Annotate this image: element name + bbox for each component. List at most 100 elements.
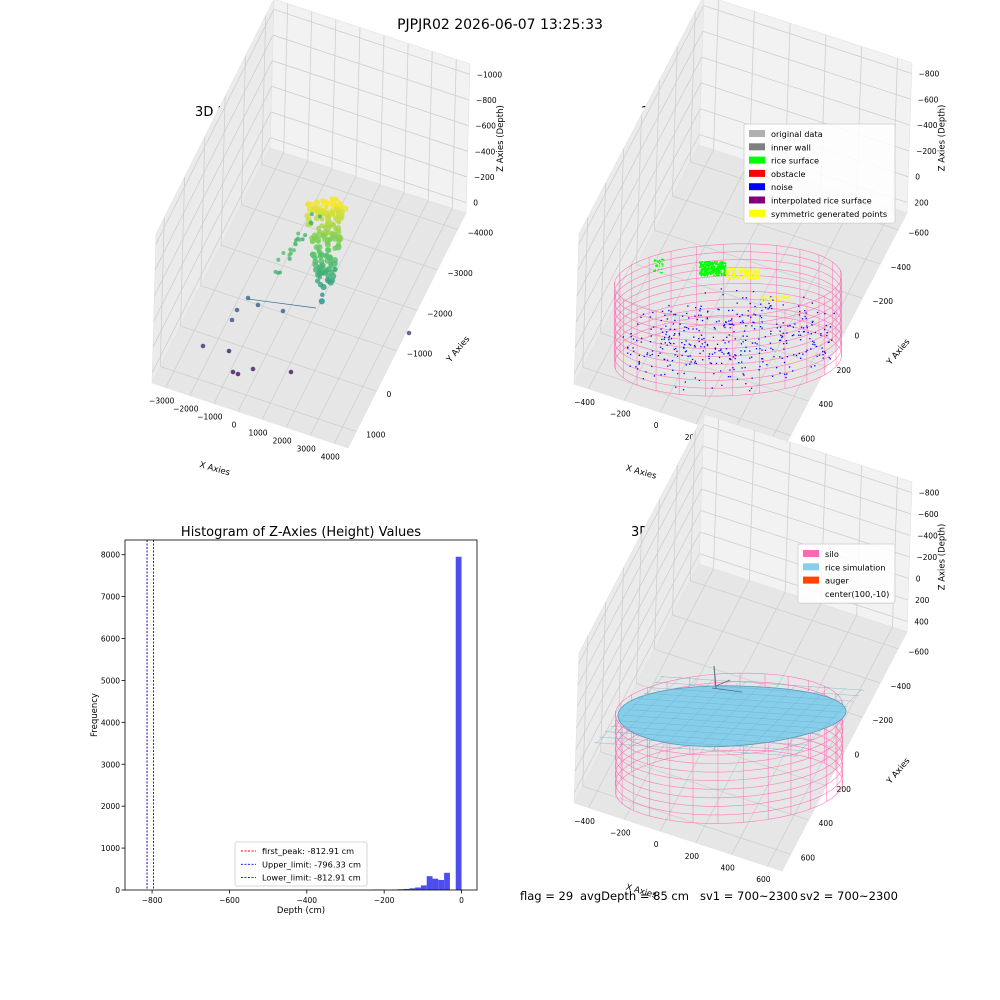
noise-point [728, 341, 730, 343]
rice-surface-point [699, 266, 701, 269]
grid-line-x-back [427, 51, 433, 201]
data-point [327, 237, 333, 243]
noise-point [660, 319, 662, 322]
data-point [319, 223, 325, 229]
noise-point [698, 340, 700, 343]
legend-swatch [749, 169, 765, 177]
noise-point [743, 330, 746, 332]
data-point [235, 371, 241, 377]
noise-point [750, 387, 753, 389]
noise-point [661, 338, 663, 341]
symmetric-generated-point [752, 272, 755, 274]
noise-point [635, 366, 637, 368]
noise-point [747, 315, 749, 317]
symmetric-generated-point [733, 274, 735, 276]
noise-point [798, 331, 800, 333]
symmetric-generated-point [755, 270, 757, 273]
noise-point [666, 344, 668, 346]
symmetric-generated-point [751, 274, 753, 276]
noise-point [822, 354, 824, 356]
data-point [330, 230, 336, 237]
x-tick-label: −400 [574, 817, 595, 826]
histogram-bar [432, 878, 439, 890]
noise-point [734, 354, 736, 356]
rice-surface-point [707, 265, 710, 267]
noise-point [750, 316, 752, 318]
legend-label: Upper_limit: -796.33 cm [262, 859, 361, 869]
symmetric-generated-point [753, 277, 756, 280]
noise-point [770, 296, 772, 298]
noise-point [822, 350, 824, 353]
noise-point [664, 373, 666, 376]
rice-surface-point [713, 274, 715, 277]
y-tick-label: 0 [855, 332, 860, 341]
rice-surface-point [717, 267, 720, 270]
grid-line-y-floor [261, 164, 458, 230]
noise-point [725, 321, 727, 323]
noise-point [718, 309, 720, 311]
noise-point [731, 318, 733, 320]
rice-surface-point [723, 262, 725, 264]
noise-point [756, 343, 758, 345]
noise-point [694, 315, 696, 317]
rice-surface-point [703, 261, 706, 264]
histogram-bar [444, 872, 450, 890]
rice-surface-point [661, 265, 664, 267]
symmetric-generated-point [756, 274, 758, 277]
rice-surface-point [656, 264, 658, 266]
symmetric-generated-point [745, 269, 748, 272]
y-tick-label: 200 [837, 785, 852, 794]
noise-point [630, 335, 632, 338]
noise-point [727, 376, 730, 378]
symmetric-generated-point [788, 296, 790, 299]
noise-point [754, 305, 756, 308]
noise-point [751, 356, 753, 358]
grid-line-y-left [220, 96, 226, 246]
noise-point [727, 352, 729, 355]
rice-surface-point [724, 274, 726, 276]
noise-point [786, 356, 788, 358]
data-point [318, 298, 325, 305]
symmetric-generated-point [784, 297, 786, 299]
symmetric-generated-point [745, 271, 748, 274]
noise-point [809, 338, 811, 340]
noise-point [807, 331, 809, 334]
noise-point [692, 328, 694, 330]
rice-surface-point [722, 263, 724, 266]
grid-line-z-left [153, 60, 273, 296]
noise-point [755, 348, 758, 350]
noise-point [749, 350, 751, 352]
symmetric-generated-point [743, 274, 746, 277]
grid-line-x-back [451, 59, 457, 209]
symmetric-generated-point [739, 268, 741, 270]
x-tick-label: 0 [654, 421, 659, 430]
grid-line-y-left [636, 114, 642, 265]
noise-point [828, 341, 830, 343]
grid-line-z-left [151, 137, 271, 373]
grid-line-y-left [159, 217, 165, 367]
noise-point [649, 341, 652, 343]
noise-point [730, 320, 732, 322]
data-point [273, 269, 278, 274]
noise-point [700, 305, 702, 307]
rice-surface-point [719, 271, 722, 273]
rice-surface-point [716, 262, 718, 265]
noise-point [663, 338, 665, 340]
noise-point [650, 335, 652, 337]
symmetric-generated-point [732, 277, 734, 280]
legend: first_peak: -812.91 cm Upper_limit: -796.… [234, 841, 368, 887]
grid-line-y-left [180, 177, 185, 327]
rice-surface-point [709, 268, 711, 270]
rice-surface-point [658, 263, 661, 265]
grid-line-x-back [355, 27, 361, 177]
noise-point [682, 315, 684, 317]
noise-point [729, 354, 731, 356]
noise-point [712, 336, 715, 338]
noise-point [786, 342, 788, 344]
noise-point [771, 375, 774, 377]
rice-surface-point [712, 270, 714, 273]
noise-point [824, 352, 827, 354]
noise-point [715, 362, 718, 365]
noise-point [720, 288, 722, 290]
noise-point [721, 362, 723, 364]
